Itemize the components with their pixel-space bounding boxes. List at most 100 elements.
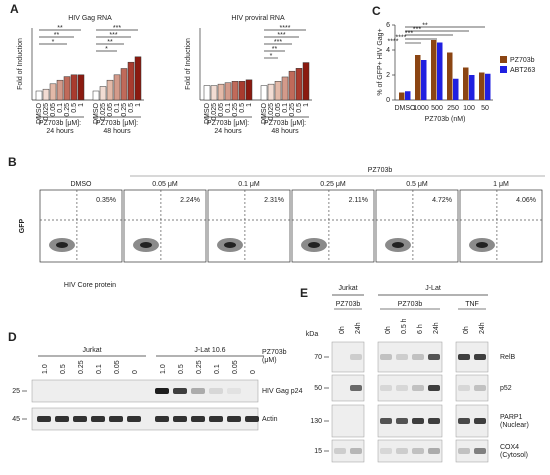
protein-label: PARP1 [500, 414, 523, 421]
significance-label: ** [57, 25, 63, 32]
band [458, 385, 470, 391]
lane-label: 0.25 [196, 360, 203, 374]
x-tick-label: DMSO [36, 102, 43, 124]
kda-label: 50 [314, 385, 322, 392]
band [380, 448, 392, 454]
protein-label: (Nuclear) [500, 422, 529, 429]
treatment-label: PZ703b [398, 301, 423, 308]
group-label: 24 hours [46, 128, 74, 135]
x-tick-label: DMSO [204, 102, 211, 124]
bar [70, 74, 78, 101]
lane-label: 0h [385, 326, 392, 334]
cell-cluster-core [392, 242, 404, 248]
significance-label: *** [413, 26, 421, 33]
group-label: Jurkat [338, 285, 357, 292]
bar [274, 81, 282, 101]
band [396, 385, 408, 391]
group-label: PZ703b [μM]: [207, 120, 249, 127]
band [55, 416, 69, 422]
bar [203, 85, 211, 101]
band [191, 388, 205, 394]
significance-label: *** [277, 32, 285, 39]
x-tick-label: 0.05 [50, 103, 57, 117]
bar [56, 79, 64, 101]
kda-header: kDa [306, 331, 319, 338]
bar [134, 56, 142, 101]
bar [302, 62, 310, 101]
protein-label: (Cytosol) [500, 452, 528, 459]
bar [245, 79, 253, 101]
bar [231, 81, 239, 101]
band [380, 385, 392, 391]
kda-label: 130 [310, 418, 322, 425]
band [155, 388, 169, 394]
bar [238, 81, 246, 101]
lane-label: 0.5 [178, 364, 185, 374]
x-tick-label: 0.025 [268, 103, 275, 121]
y-tick-label: 4 [386, 47, 390, 54]
bar [260, 85, 268, 101]
protein-label: COX4 [500, 444, 519, 451]
group-label: PZ703b [μM]: [264, 120, 306, 127]
significance-label: * [270, 53, 273, 60]
band [173, 388, 187, 394]
cell-cluster-core [476, 242, 488, 248]
band [474, 418, 486, 424]
bar [42, 88, 50, 101]
x-tick-label: 50 [481, 105, 489, 112]
bar [485, 73, 491, 100]
bar [113, 74, 121, 101]
bar [106, 79, 114, 101]
band [350, 354, 362, 360]
band [396, 448, 408, 454]
band [412, 448, 424, 454]
bar [267, 83, 275, 101]
y-axis-label: % of GFP+ HIV Gag+ [377, 28, 384, 95]
kda-label: 15 [314, 448, 322, 455]
band [91, 416, 105, 422]
band [474, 448, 486, 454]
kda-label: 25 [12, 388, 20, 395]
percent-label: 2.11% [349, 197, 368, 204]
bar [99, 86, 107, 101]
bar [479, 72, 485, 100]
x-tick-label: 0.5 [71, 103, 78, 113]
x-tick-label: 0.25 [289, 103, 296, 117]
percent-label: 2.24% [180, 197, 200, 204]
x-tick-label: 500 [431, 105, 443, 112]
significance-label: * [52, 39, 55, 46]
bar [49, 83, 57, 101]
lane-label: 0.5 [60, 364, 67, 374]
y-axis-label: Fold of Induction [17, 38, 24, 90]
protein-label: p52 [500, 385, 512, 392]
band [412, 354, 424, 360]
kda-label: 70 [314, 354, 322, 361]
lane-label: 0.25 [78, 360, 85, 374]
band [245, 416, 259, 422]
x-tick-label: 1 [246, 103, 253, 107]
lane-label: 24h [433, 322, 440, 334]
cell-cluster-core [224, 242, 236, 248]
bar [437, 42, 443, 100]
blot [331, 341, 365, 373]
band [458, 354, 470, 360]
x-tick-label: DMSO [261, 102, 268, 124]
bar [217, 83, 225, 101]
condition-label: 0.25 μM [320, 181, 346, 188]
panel-label: A [10, 2, 19, 16]
lane-label: 0.05 [232, 360, 239, 374]
x-tick-label: 0.025 [43, 103, 50, 121]
cell-cluster-core [308, 242, 320, 248]
panel-label: B [8, 155, 17, 169]
blot [31, 379, 259, 403]
y-tick-label: 0 [386, 97, 390, 104]
bar [281, 76, 289, 101]
significance-label: ** [272, 46, 278, 53]
protein-label: RelB [500, 354, 516, 361]
x-tick-label: 0.25 [232, 103, 239, 117]
percent-label: 4.72% [432, 197, 452, 204]
bar [405, 91, 411, 100]
lane-label: 0.05 [114, 360, 121, 374]
bar [288, 70, 296, 101]
legend-swatch [500, 56, 507, 63]
